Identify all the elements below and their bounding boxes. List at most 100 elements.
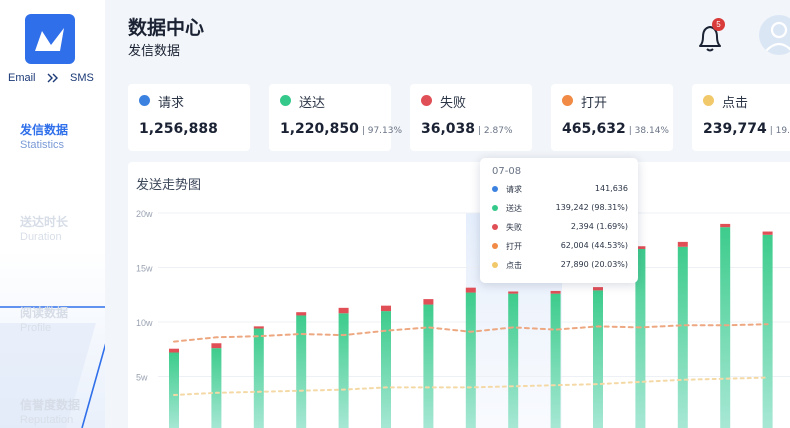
tooltip-value: 141,636 [594, 184, 628, 193]
tooltip-row-delivered: 送达 139,242 (98.31%) [492, 202, 628, 216]
channel-switch[interactable]: Email SMS [8, 72, 98, 88]
stat-percent: | 97.13% [361, 126, 403, 136]
y-tick-label: 10w [136, 318, 153, 328]
status-dot [139, 95, 150, 106]
stat-number: 1,220,850 [280, 121, 359, 137]
tooltip-row-clicked: 点击 27,890 (20.03%) [492, 259, 628, 273]
sidebar-item-sublabel: Statistics [20, 139, 65, 151]
status-dot [280, 95, 291, 106]
failed-bar [381, 305, 391, 312]
stat-label: 打开 [581, 96, 608, 111]
stat-card-delivered: 送达 1,220,850 | 97.13% [269, 84, 402, 151]
tooltip-label: 点击 [506, 261, 522, 270]
stat-number: 239,774 [703, 121, 767, 137]
stat-label: 请求 [158, 96, 185, 111]
delivered-bar [635, 248, 646, 428]
notifications-button[interactable]: 5 [696, 18, 726, 54]
sidebar-item-profile[interactable]: 阅读数据 Profile [20, 305, 100, 341]
delivered-bar [720, 227, 731, 428]
double-chevron-right-icon[interactable] [47, 73, 59, 83]
status-dot [703, 95, 714, 106]
channel-email[interactable]: Email [8, 72, 36, 84]
stat-card-failed: 失败 36,038 | 2.87% [410, 84, 532, 151]
sidebar-item-sublabel: Duration [20, 231, 62, 243]
clicked-line [173, 376, 769, 396]
stat-number: 36,038 [421, 121, 476, 137]
failed-bar [762, 231, 773, 235]
avatar[interactable] [759, 15, 790, 55]
failed-bar [635, 246, 646, 249]
sidebar-item-label: 发信数据 [20, 123, 69, 137]
sidebar-item-sublabel: Profile [20, 322, 52, 334]
y-tick-label: 5w [136, 373, 148, 383]
stat-label: 失败 [440, 96, 467, 111]
chart-title: 发送走势图 [136, 178, 202, 193]
tooltip-dot [492, 262, 498, 268]
stat-card-opened: 打开 465,632 | 38.14% [551, 84, 673, 151]
delivered-bar [465, 292, 476, 428]
delivered-bar [338, 313, 349, 428]
chart-tooltip: 07-08 请求 141,636 送达 139,242 (98.31%) 失败 … [480, 158, 638, 283]
tooltip-label: 失败 [506, 223, 522, 232]
sidebar-item-label: 阅读数据 [20, 306, 69, 320]
delivered-bar [296, 315, 307, 428]
stat-number: 1,256,888 [139, 121, 218, 137]
failed-bar [211, 343, 222, 349]
stat-percent: | 2.87% [478, 126, 513, 136]
y-tick-label: 15w [136, 264, 153, 274]
failed-bar [677, 241, 688, 247]
failed-bar [508, 291, 519, 294]
delivered-bar [423, 304, 434, 428]
channel-sms[interactable]: SMS [70, 72, 94, 84]
delivered-bar [550, 293, 561, 428]
sidebar: Email SMS 发信数据 Statistics 送达时长 Duration … [0, 0, 105, 428]
delivered-bar [253, 328, 264, 428]
stat-value: 239,774| 19.64 [703, 121, 790, 137]
sidebar-item-label: 信誉度数据 [20, 398, 81, 412]
y-tick-label: 20w [136, 209, 153, 219]
tooltip-row-opened: 打开 62,004 (44.53%) [492, 240, 628, 254]
sidebar-decoration [0, 306, 105, 428]
opened-line [173, 323, 769, 343]
tooltip-dot [492, 243, 498, 249]
sidebar-item-duration[interactable]: 送达时长 Duration [20, 214, 100, 250]
delivered-bar [169, 352, 179, 428]
stat-label: 送达 [299, 96, 326, 111]
failed-bar [338, 307, 349, 314]
sidebar-item-reputation[interactable]: 信誉度数据 Reputation [20, 397, 100, 428]
page-title: 数据中心 [128, 17, 205, 39]
failed-bar [720, 223, 731, 228]
page-subtitle: 发信数据 [128, 44, 181, 59]
sidebar-item-label: 送达时长 [20, 215, 69, 229]
failed-bar [296, 312, 307, 316]
failed-bar [550, 290, 561, 294]
tooltip-label: 送达 [506, 204, 522, 213]
tooltip-value: 139,242 (98.31%) [555, 203, 628, 212]
tooltip-row-request: 请求 141,636 [492, 183, 628, 197]
tooltip-dot [492, 205, 498, 211]
user-icon [765, 21, 790, 52]
failed-bar [593, 287, 603, 291]
notification-badge: 5 [712, 18, 725, 31]
stat-value: 1,220,850 | 97.13% [280, 121, 402, 137]
status-dot [421, 95, 432, 106]
stat-card-requests: 请求 1,256,888 [128, 84, 250, 151]
tooltip-row-failed: 失败 2,394 (1.69%) [492, 221, 628, 235]
logo-mark-icon [35, 28, 64, 51]
tooltip-label: 打开 [506, 242, 522, 251]
tooltip-date: 07-08 [492, 166, 522, 177]
failed-bar [253, 326, 264, 329]
bell-icon [699, 26, 721, 52]
tooltip-value: 27,890 (20.03%) [560, 260, 628, 269]
app-logo[interactable] [25, 14, 75, 64]
delivered-bar [762, 234, 773, 428]
stat-label: 点击 [722, 96, 749, 111]
stat-card-clicked: 点击 239,774| 19.64 [692, 84, 790, 151]
failed-bar [465, 287, 476, 293]
sidebar-item-sublabel: Reputation [20, 414, 74, 426]
trend-chart[interactable]: 20w 15w 10w 5w [128, 162, 790, 428]
tooltip-dot [492, 224, 498, 230]
delivered-bar [381, 311, 391, 428]
tooltip-label: 请求 [506, 185, 522, 194]
sidebar-item-statistics[interactable]: 发信数据 Statistics [20, 122, 100, 158]
